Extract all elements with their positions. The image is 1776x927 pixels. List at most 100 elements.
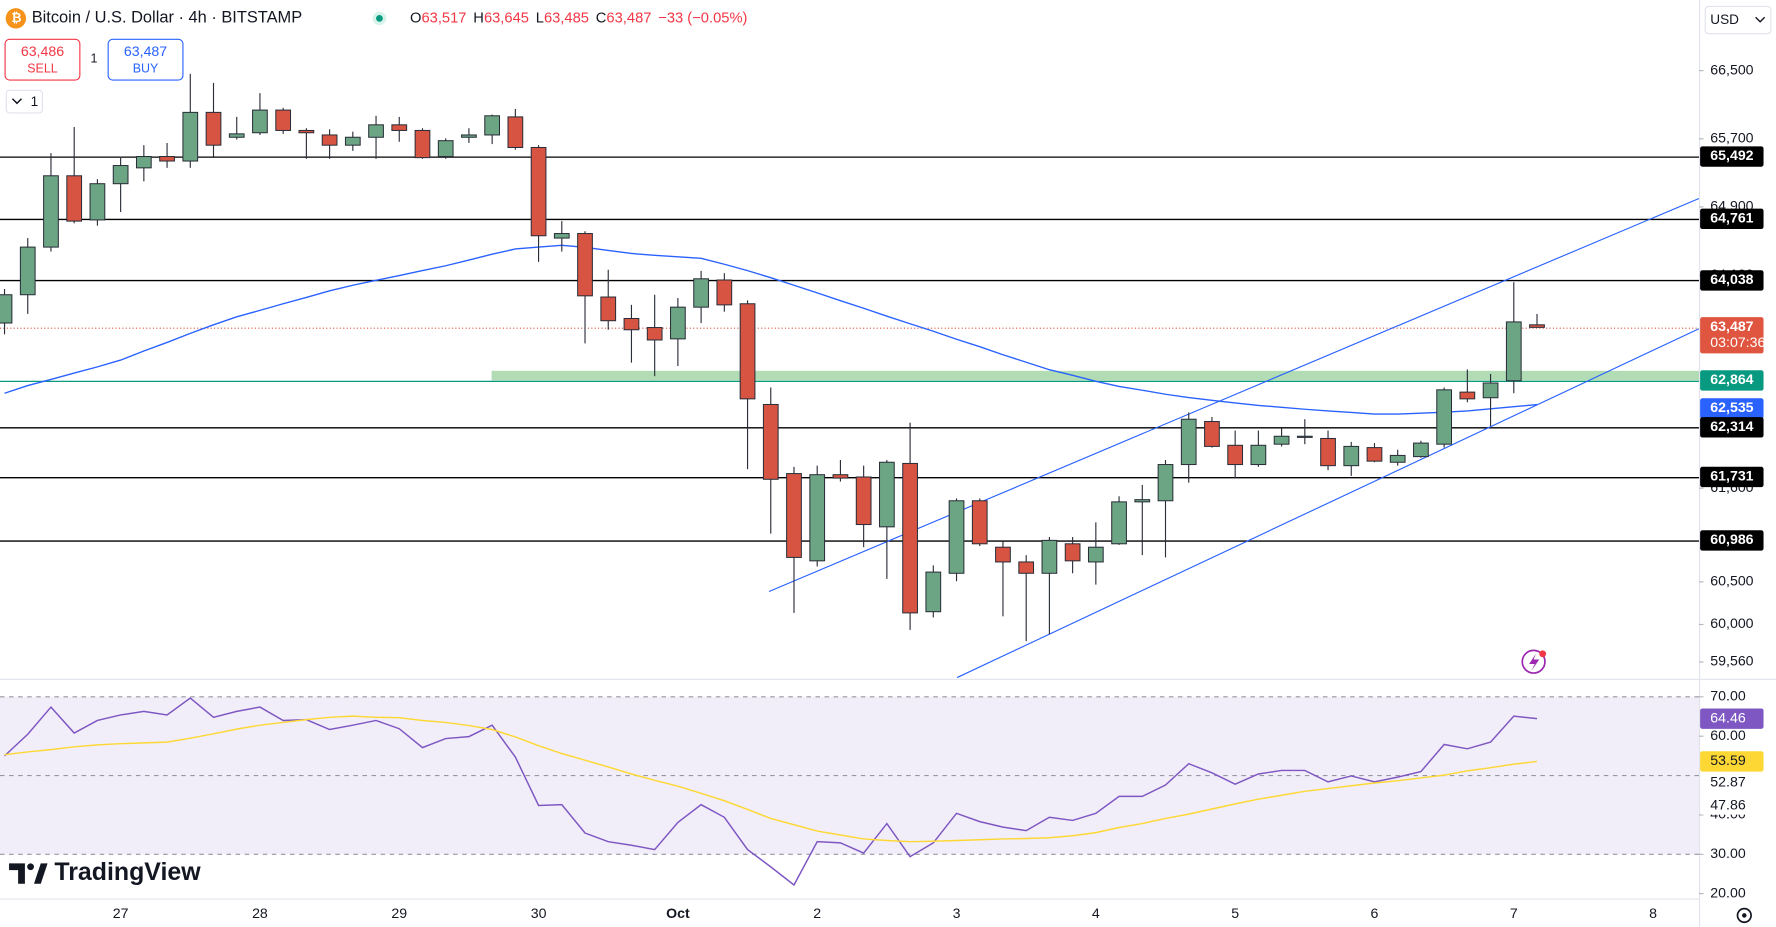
candle-body bbox=[995, 546, 1011, 563]
y-tick-label: 66,500 bbox=[1710, 61, 1753, 77]
candle-body bbox=[1204, 421, 1220, 447]
buy-price[interactable]: 63,487 bbox=[124, 43, 167, 59]
price-label: 62,864 bbox=[1710, 371, 1753, 387]
y-tick-label: 59,560 bbox=[1710, 653, 1753, 669]
price-label: 61,731 bbox=[1710, 468, 1753, 484]
candle-body bbox=[855, 476, 872, 526]
interval-box[interactable] bbox=[5, 89, 44, 114]
gear-center[interactable] bbox=[1742, 913, 1747, 918]
y-tick-label: 60,500 bbox=[1710, 573, 1753, 589]
candle-body bbox=[66, 175, 83, 222]
y-tick-label: 70.00 bbox=[1710, 688, 1746, 704]
candle-body bbox=[646, 327, 663, 341]
currency-label[interactable]: USD bbox=[1710, 12, 1739, 27]
moving-average bbox=[4, 244, 1538, 415]
ohlc-value: 63,517 bbox=[421, 10, 466, 26]
label-bg bbox=[1701, 796, 1758, 815]
candle-body bbox=[948, 500, 965, 574]
alert-bolt[interactable] bbox=[1529, 653, 1540, 671]
interval-toggle[interactable]: 1 bbox=[5, 89, 44, 114]
candle-body bbox=[0, 294, 13, 324]
rsi-value-label: 64.46 bbox=[1710, 709, 1746, 725]
candle-body bbox=[1436, 389, 1453, 445]
alert-dot[interactable] bbox=[1539, 650, 1547, 658]
buy-box[interactable] bbox=[107, 38, 184, 81]
logo-mark bbox=[33, 863, 48, 884]
candle-body bbox=[1157, 464, 1174, 502]
chevron[interactable] bbox=[11, 98, 23, 105]
price-label: 62,535 bbox=[1710, 399, 1753, 415]
sell-button[interactable]: 63,486 SELL bbox=[4, 38, 81, 81]
candle-body bbox=[716, 279, 733, 306]
candle-body bbox=[252, 109, 268, 134]
x-tick-label: 4 bbox=[1092, 905, 1100, 921]
candle-body bbox=[577, 233, 593, 297]
candle-body bbox=[1389, 454, 1406, 463]
x-tick-label: 28 bbox=[252, 905, 268, 921]
quantity: 1 bbox=[91, 51, 98, 65]
chevron[interactable] bbox=[1755, 16, 1766, 23]
axis-labels: 66,50065,70064,90064,10061,60060,50060,0… bbox=[113, 61, 1766, 921]
candle-body bbox=[112, 165, 129, 185]
buy-label[interactable]: BUY bbox=[133, 62, 159, 76]
price-label: 60,986 bbox=[1710, 531, 1753, 547]
candle-body bbox=[1320, 437, 1336, 467]
currency-box[interactable] bbox=[1704, 5, 1772, 35]
interval-count[interactable]: 1 bbox=[31, 94, 39, 109]
candle-body bbox=[670, 306, 686, 340]
candle-body bbox=[1250, 444, 1267, 466]
price-label-box bbox=[1700, 370, 1764, 391]
candle-body bbox=[228, 133, 245, 138]
price-label: 64,761 bbox=[1710, 210, 1753, 226]
sell-box[interactable] bbox=[4, 38, 81, 81]
candle-body bbox=[530, 146, 547, 237]
x-tick-label: 29 bbox=[391, 905, 407, 921]
alert-icon[interactable] bbox=[1521, 649, 1547, 674]
x-tick-label: 27 bbox=[113, 905, 129, 921]
candle-body bbox=[298, 129, 315, 134]
candle-body bbox=[1227, 444, 1244, 466]
ohlc-readout: O63,517 H63,645 L63,485 C63,487 −33 (−0.05%) bbox=[410, 10, 747, 26]
currency-selector[interactable]: USD bbox=[1704, 5, 1772, 35]
candle-body bbox=[159, 156, 175, 162]
candle-body bbox=[1111, 501, 1127, 545]
buy-button[interactable]: 63,487 BUY bbox=[107, 38, 184, 81]
price-label-box bbox=[1700, 317, 1764, 354]
price-label-box bbox=[1700, 398, 1764, 419]
price-label-box bbox=[1700, 146, 1764, 167]
settings-button[interactable] bbox=[1736, 907, 1752, 924]
ohlc-label: L bbox=[536, 10, 544, 26]
rsi-extra-label: 47.86 bbox=[1710, 796, 1746, 812]
candle-body bbox=[484, 115, 501, 136]
candle-body bbox=[1180, 418, 1197, 466]
label-bg bbox=[1701, 773, 1758, 792]
ohlc-change: −33 (−0.05%) bbox=[658, 10, 747, 26]
bitcoin-icon bbox=[5, 8, 27, 29]
sell-label[interactable]: SELL bbox=[27, 62, 58, 76]
candle-body bbox=[1041, 539, 1058, 574]
y-tick-label: 20.00 bbox=[1710, 884, 1746, 900]
candle-body bbox=[1273, 435, 1290, 445]
candle-body bbox=[89, 183, 106, 221]
ohlc-value: 63,485 bbox=[544, 10, 589, 26]
x-tick-label: 3 bbox=[953, 905, 961, 921]
ohlc-label: H bbox=[473, 10, 484, 26]
candle-body bbox=[1482, 382, 1499, 399]
candle-body bbox=[1343, 445, 1360, 467]
y-tick-label: 60.00 bbox=[1710, 727, 1746, 743]
candle-body bbox=[205, 111, 222, 146]
x-tick-label: 6 bbox=[1371, 905, 1379, 921]
sell-price[interactable]: 63,486 bbox=[21, 43, 64, 59]
candle-body bbox=[623, 317, 640, 331]
tradingview-logo: TradingView bbox=[9, 858, 201, 886]
candle-body bbox=[925, 571, 942, 613]
rsi-value-box bbox=[1700, 751, 1764, 772]
candle-body bbox=[762, 403, 779, 480]
logo-text: TradingView bbox=[54, 858, 201, 886]
candle-body bbox=[1018, 561, 1035, 574]
gear[interactable] bbox=[1736, 907, 1752, 924]
candle-body bbox=[182, 111, 199, 162]
